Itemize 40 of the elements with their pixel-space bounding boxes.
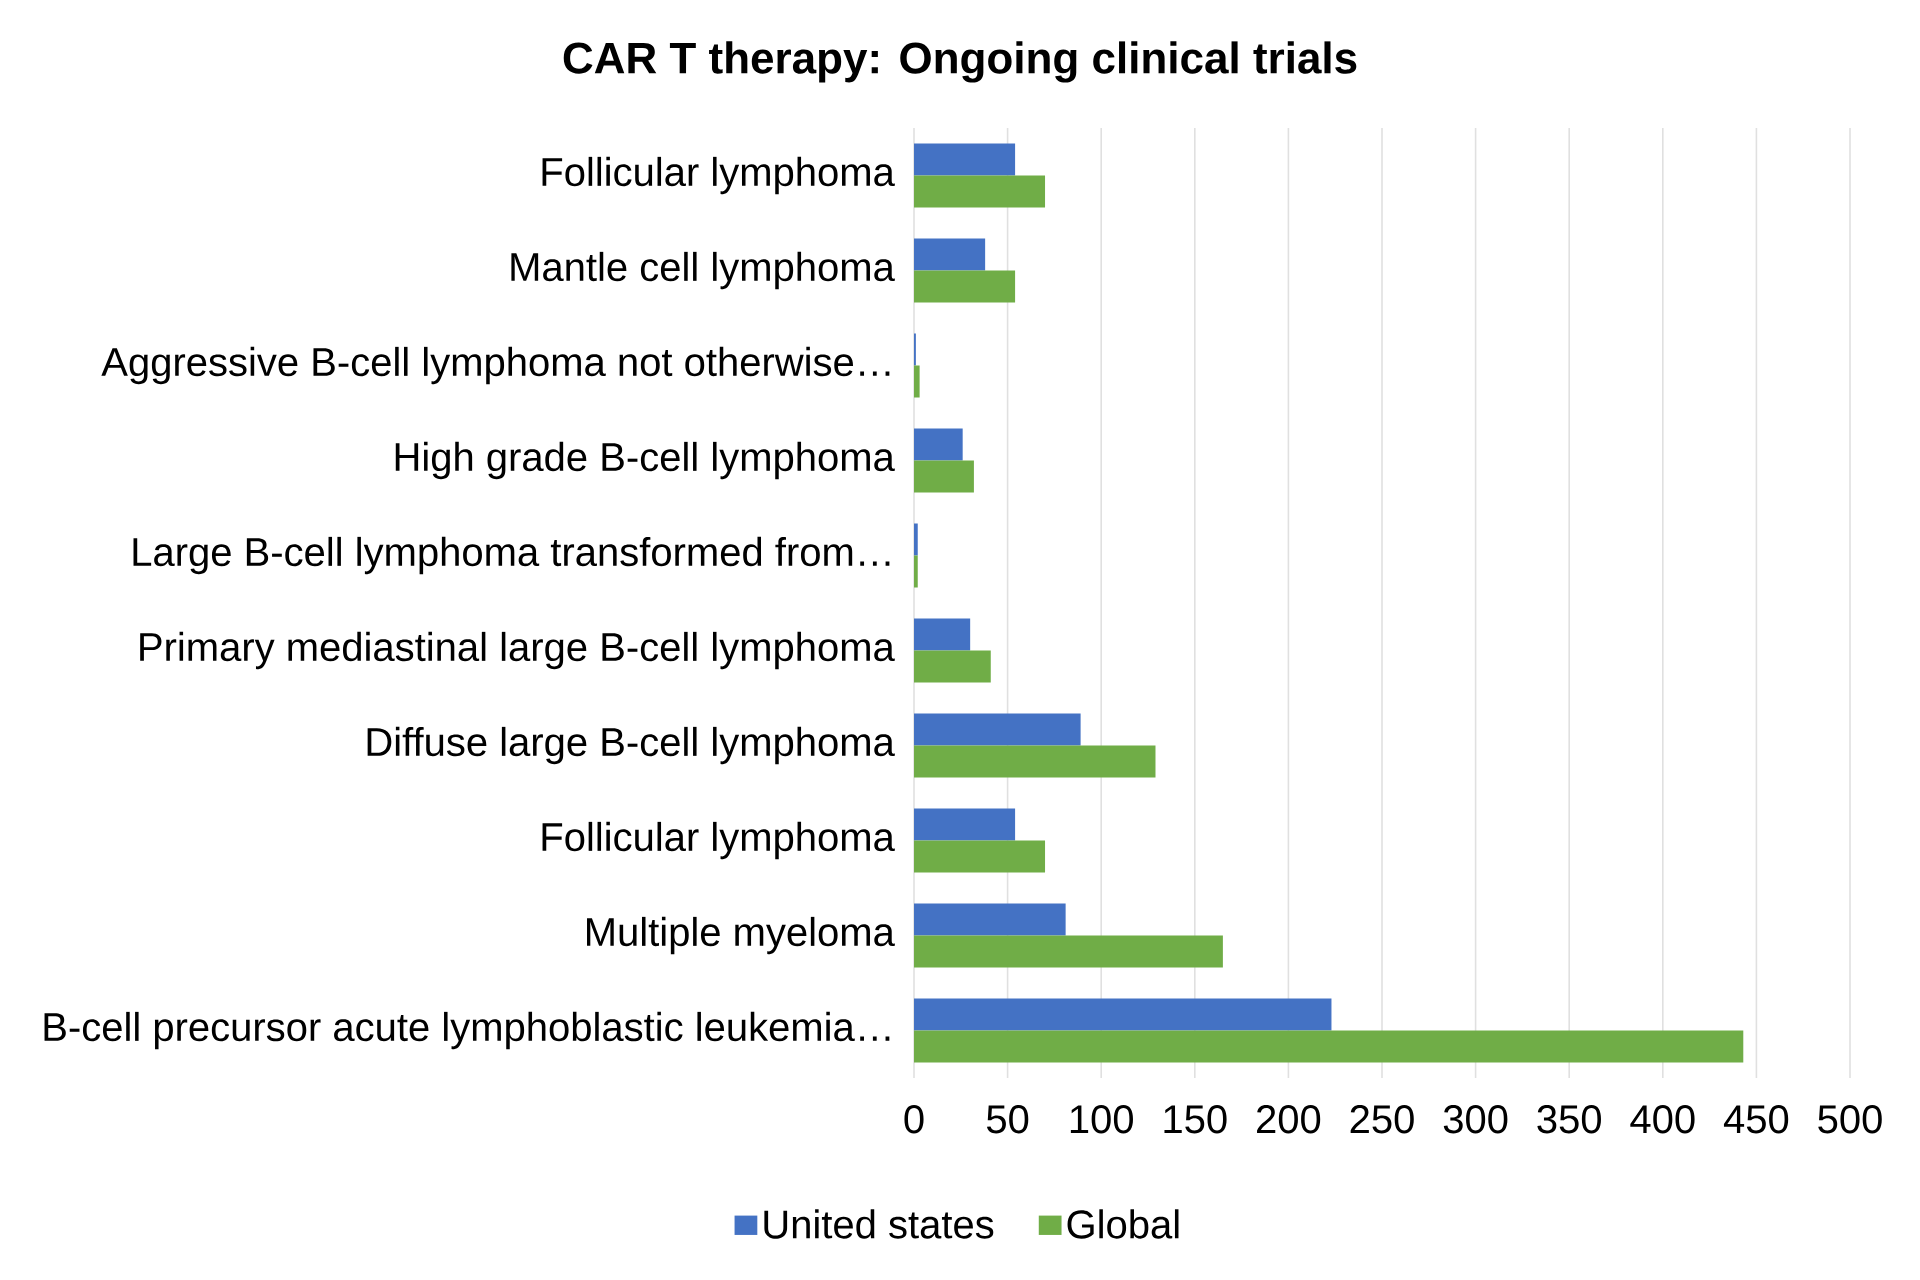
- legend-label: Global: [1067, 1209, 1179, 1239]
- bar: [914, 460, 974, 493]
- y-tick-label: Primary mediastinal large B-cell lymphoma: [140, 631, 895, 670]
- x-tick-label: 300: [1443, 1105, 1508, 1134]
- x-tick-label: 50: [986, 1105, 1029, 1134]
- bar: [914, 840, 1046, 873]
- y-tick-label: Aggressive B-cell lymphoma not otherwise…: [101, 346, 890, 385]
- bar: [914, 270, 1016, 303]
- bar: [914, 998, 1332, 1031]
- bar: [914, 238, 986, 271]
- bar: [914, 713, 1081, 746]
- x-tick-label: 250: [1350, 1105, 1414, 1134]
- x-tick-label: 350: [1537, 1105, 1601, 1134]
- y-tick-label: Follicular lymphoma: [542, 821, 895, 860]
- x-tick-label: 150: [1164, 1105, 1227, 1134]
- legend-label: United states: [764, 1209, 994, 1239]
- y-tick-label: Multiple myeloma: [587, 916, 895, 955]
- bar: [914, 175, 1046, 208]
- y-tick-label: Follicular lymphoma: [542, 156, 895, 195]
- x-tick-label: 450: [1723, 1105, 1789, 1134]
- x-tick-label: 200: [1257, 1105, 1321, 1134]
- bar: [914, 745, 1156, 778]
- bar: [914, 618, 971, 651]
- y-tick-label: Large B-cell lymphoma transformed from…: [133, 536, 890, 575]
- y-tick-label: B-cell precursor acute lymphoblastic leukemia…: [44, 1011, 890, 1050]
- y-tick-label: Mantle cell lymphoma: [511, 251, 895, 290]
- bar: [914, 903, 1066, 936]
- bar: [914, 808, 1016, 841]
- bar: [914, 935, 1223, 968]
- x-tick-label: 400: [1630, 1105, 1695, 1134]
- bar: [914, 428, 963, 461]
- y-tick-label: High grade B-cell lymphoma: [395, 441, 895, 480]
- bar: [914, 1030, 1744, 1063]
- x-tick-label: 0: [904, 1105, 924, 1134]
- bar: [914, 650, 991, 683]
- x-tick-label: 100: [1070, 1105, 1133, 1134]
- bar: [914, 143, 1016, 176]
- y-tick-label: Diffuse large B-cell lymphoma: [367, 726, 895, 765]
- chart-title: CAR T therapy: Ongoing clinical trials: [563, 41, 1357, 83]
- x-tick-label: 500: [1818, 1105, 1882, 1134]
